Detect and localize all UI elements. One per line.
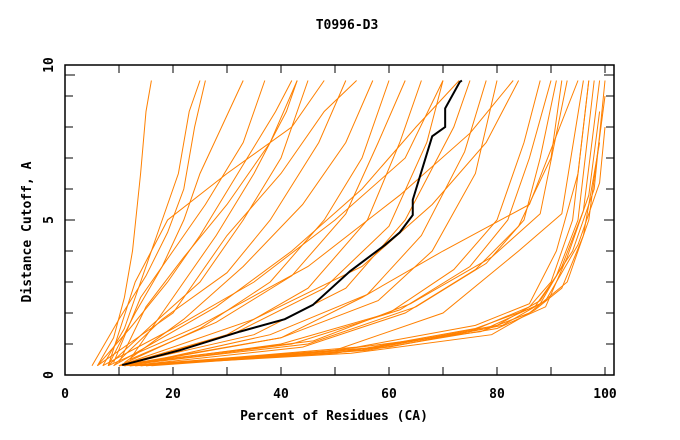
model-curve-17 (129, 80, 487, 367)
model-curve-6 (97, 80, 293, 367)
x-tick-label: 100 (593, 387, 617, 402)
model-curve-29 (124, 95, 606, 367)
model-curve-19 (118, 80, 541, 367)
y-tick-label: 0 (42, 371, 57, 379)
model-curve-5 (113, 80, 266, 363)
model-curve-8 (107, 80, 309, 367)
axes: 0 20 40 60 80 100 0 5 10 (42, 57, 617, 402)
model-curve-33 (135, 80, 590, 367)
model-curve-2 (102, 80, 201, 366)
model-curve-1 (96, 80, 152, 366)
y-tick-label: 10 (42, 57, 57, 73)
model-curve-35 (97, 80, 357, 367)
x-tick-label: 60 (381, 387, 397, 402)
model-curve-13 (129, 80, 406, 360)
model-curve-9 (129, 80, 298, 360)
model-curve-10 (113, 80, 347, 367)
x-axis-label: Percent of Residues (CA) (240, 409, 428, 424)
model-curve-11 (124, 80, 374, 364)
chart-title: T0996-D3 (316, 18, 379, 33)
model-curve-22 (118, 80, 557, 367)
model-curve-32 (151, 111, 601, 367)
y-axis-label: Distance Cutoff, A (20, 161, 35, 302)
model-curve-24 (118, 80, 579, 367)
x-tick-label: 0 (61, 387, 69, 402)
model-curve-21 (129, 80, 563, 367)
model-curve-37 (113, 80, 460, 367)
x-tick-label: 80 (489, 387, 505, 402)
model-curve-15 (124, 80, 444, 367)
plot-area (91, 79, 606, 367)
x-tick-label: 20 (165, 387, 181, 402)
model-curve-23 (135, 80, 568, 364)
model-curve-30 (145, 80, 606, 367)
model-curve-4 (107, 80, 244, 366)
x-tick-label: 40 (273, 387, 289, 402)
model-curve-7 (118, 80, 298, 363)
model-curve-36 (107, 80, 325, 366)
model-curve-34 (140, 126, 606, 367)
model-curve-3 (91, 80, 206, 366)
highlighted-model-curve (121, 79, 463, 367)
model-curve-38 (102, 80, 444, 367)
y-tick-label: 5 (42, 216, 57, 224)
model-curve-31 (129, 142, 601, 367)
model-curve-40 (107, 80, 514, 367)
